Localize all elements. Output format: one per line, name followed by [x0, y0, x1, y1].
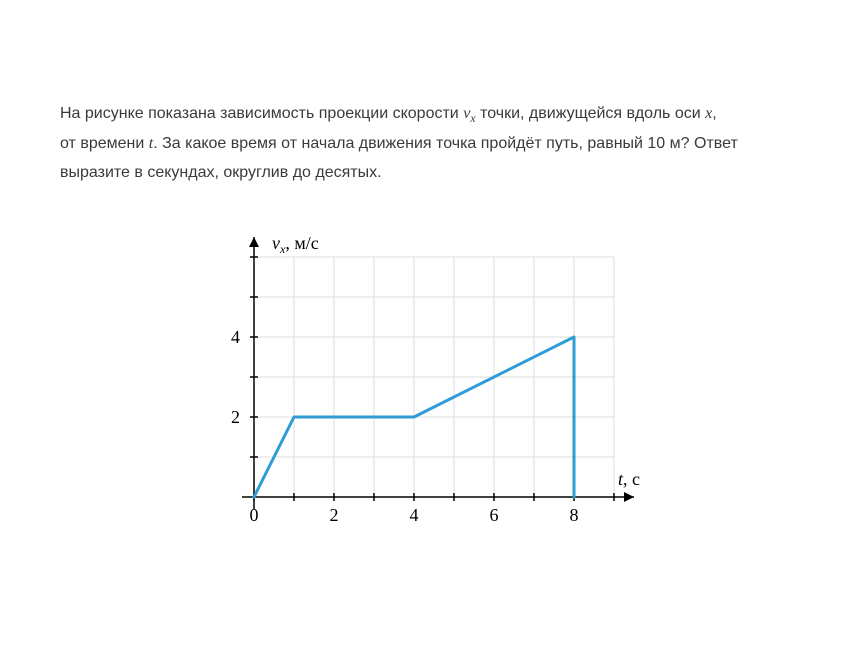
text-part: от времени — [60, 135, 149, 152]
problem-statement: На рисунке показана зависимость проекции… — [60, 100, 788, 187]
svg-text:4: 4 — [231, 327, 240, 347]
svg-text:2: 2 — [330, 505, 339, 525]
svg-text:2: 2 — [231, 407, 240, 427]
svg-text:0: 0 — [250, 505, 259, 525]
number-ten: 10 — [647, 135, 665, 152]
svg-text:6: 6 — [490, 505, 499, 525]
svg-text:4: 4 — [410, 505, 419, 525]
text-part: м? Ответ — [665, 135, 738, 152]
svg-text:t, с: t, с — [618, 469, 640, 489]
text-part: , — [712, 105, 716, 122]
velocity-chart: 0 2 4 6 8 2 4 vx, м/с t, с — [194, 237, 654, 537]
text-part: . За какое время от начала движения точк… — [153, 135, 647, 152]
svg-text:vx, м/с: vx, м/с — [272, 237, 319, 256]
svg-text:8: 8 — [570, 505, 579, 525]
chart-container: 0 2 4 6 8 2 4 vx, м/с t, с — [60, 237, 788, 537]
text-part: точки, движущейся вдоль оси — [476, 105, 706, 122]
text-part: На рисунке показана зависимость проекции… — [60, 105, 463, 122]
text-part: выразите в секундах, округлив до десятых… — [60, 164, 382, 181]
